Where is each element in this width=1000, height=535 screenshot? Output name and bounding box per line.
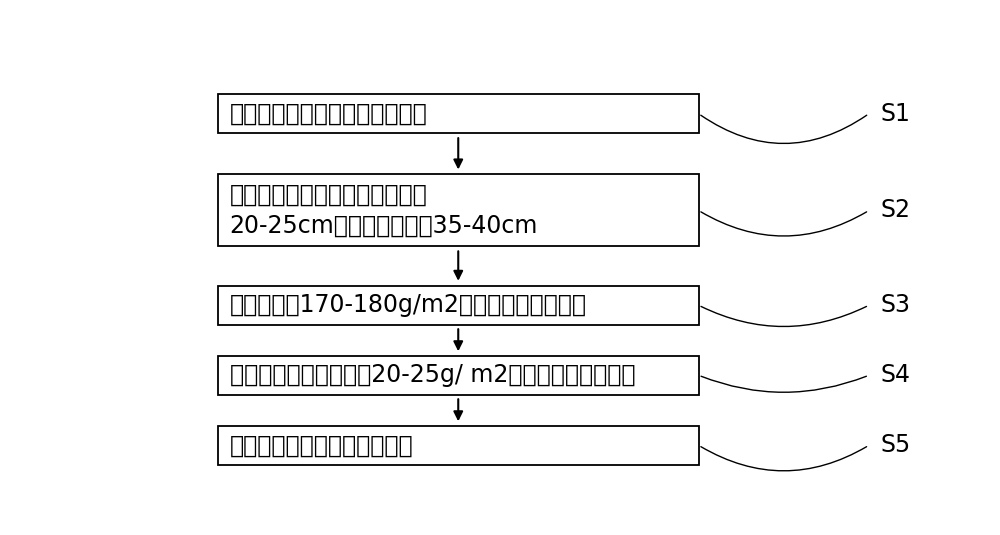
Text: S3: S3 — [881, 293, 911, 317]
Text: S4: S4 — [881, 363, 911, 387]
Text: S5: S5 — [881, 433, 911, 457]
Bar — [218, 356, 698, 395]
Text: 通过机械平整矿山复垦区的土壤: 通过机械平整矿山复垦区的土壤 — [230, 102, 427, 126]
Bar — [218, 286, 698, 325]
Bar — [218, 426, 698, 465]
Bar — [218, 174, 698, 247]
Text: S2: S2 — [881, 198, 911, 223]
Text: 在土壤改良剂表层按照20-25g/ m2的量施加微生物菌剂: 在土壤改良剂表层按照20-25g/ m2的量施加微生物菌剂 — [230, 363, 635, 387]
Bar — [218, 94, 698, 133]
Text: 覆盖表土并在表土上播种植被: 覆盖表土并在表土上播种植被 — [230, 433, 413, 457]
Text: S1: S1 — [881, 102, 910, 126]
Text: 在复垦区土壤表面挖若干深度为
20-25cm的沟，沟间距为35-40cm: 在复垦区土壤表面挖若干深度为 20-25cm的沟，沟间距为35-40cm — [230, 182, 538, 238]
Text: 在沟内按照170-180g/m2的量施加土壤改良剂: 在沟内按照170-180g/m2的量施加土壤改良剂 — [230, 293, 587, 317]
